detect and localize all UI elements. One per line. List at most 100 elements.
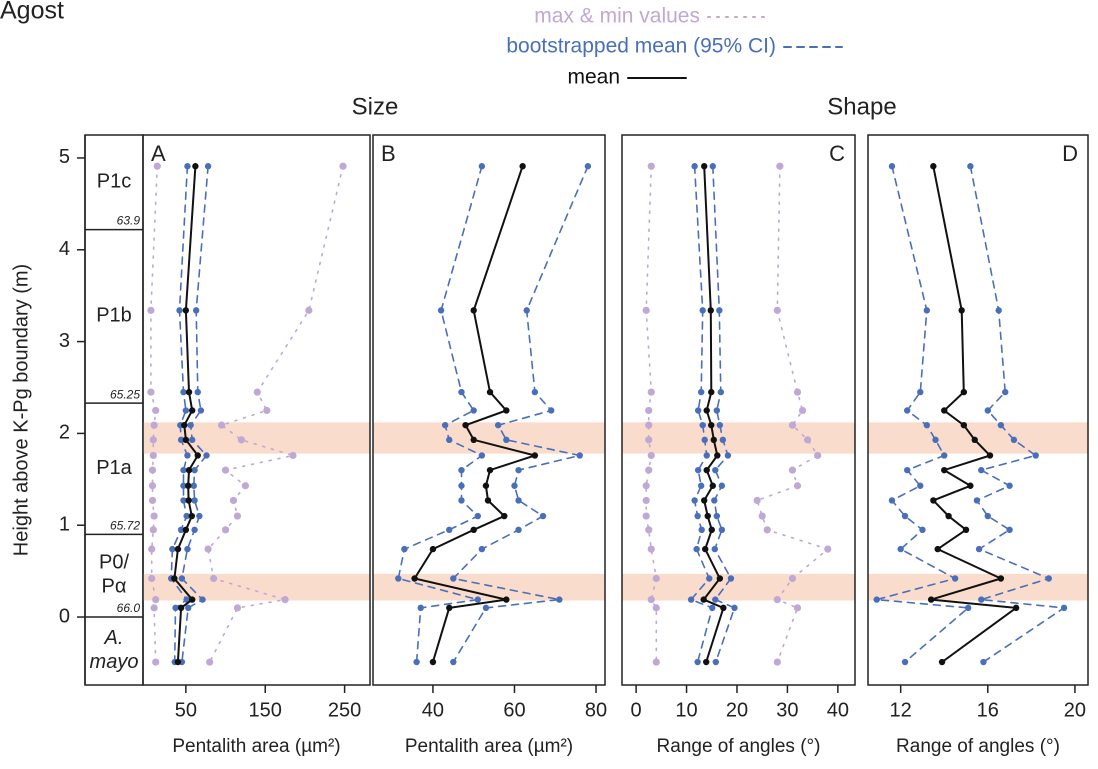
ci-point xyxy=(917,482,924,489)
range-point xyxy=(642,306,650,314)
mean-point xyxy=(486,466,494,474)
mean-point xyxy=(189,596,196,603)
range-point xyxy=(758,512,766,520)
mean-point xyxy=(174,545,182,553)
ci-point xyxy=(727,575,735,582)
x-axis-label: Pentalith area (µm²) xyxy=(172,736,340,757)
mean-point xyxy=(967,482,974,489)
ci-point xyxy=(923,307,931,314)
y-tick-label: 3 xyxy=(59,330,70,352)
mean-point xyxy=(934,545,941,553)
range-point xyxy=(776,162,784,170)
mean-point xyxy=(182,307,190,314)
mean-point xyxy=(708,421,715,429)
x-tick-label: 12 xyxy=(890,699,912,721)
ci-point xyxy=(1010,436,1018,444)
mean-point xyxy=(714,452,721,459)
ci-point xyxy=(917,388,924,396)
highlight-band xyxy=(373,422,605,454)
mean-point xyxy=(482,482,490,489)
range-point xyxy=(645,421,653,429)
mean-point xyxy=(429,658,437,666)
ci-point xyxy=(1002,388,1009,396)
ci-point xyxy=(185,604,192,612)
ci-point xyxy=(919,526,926,534)
ci-point xyxy=(191,497,198,504)
ci-point xyxy=(904,407,911,414)
ci-point xyxy=(904,466,911,474)
legend-label: bootstrapped mean (95% CI) xyxy=(506,35,776,58)
mean-point xyxy=(701,497,708,504)
x-tick-label: 30 xyxy=(776,699,798,721)
ci-point xyxy=(556,596,563,603)
ci-point xyxy=(450,575,457,582)
ci-point xyxy=(719,436,727,444)
range-point xyxy=(150,421,158,429)
range-point xyxy=(253,388,261,396)
range-point xyxy=(647,596,655,604)
ci-point xyxy=(401,545,408,553)
highlight-band xyxy=(622,573,855,601)
mean-point xyxy=(960,388,968,396)
ci-point xyxy=(458,466,465,474)
range-point xyxy=(149,436,157,444)
x-axis-label: Range of angles (°) xyxy=(657,736,821,757)
ci-line xyxy=(181,165,209,663)
mean-point xyxy=(411,575,418,582)
ci-point xyxy=(694,512,701,520)
ci-point xyxy=(194,388,201,396)
ci-point xyxy=(691,497,698,504)
ci-point xyxy=(531,388,539,396)
zone-label: P1b xyxy=(96,305,132,327)
ci-point xyxy=(706,575,713,582)
ci-point xyxy=(446,436,453,444)
range-point xyxy=(642,482,650,490)
mean-point xyxy=(971,436,978,444)
range-point xyxy=(233,604,242,612)
ci-point xyxy=(718,482,726,489)
x-axis-label: Range of angles (°) xyxy=(896,736,1060,757)
mean-point xyxy=(185,497,192,504)
ci-point xyxy=(984,512,992,520)
ci-point xyxy=(699,421,706,429)
highlight-band xyxy=(868,573,1088,601)
mean-point xyxy=(703,466,710,474)
range-point xyxy=(647,388,655,396)
ci-point xyxy=(978,596,985,603)
mean-point xyxy=(503,596,510,603)
x-tick-label: 40 xyxy=(422,699,444,721)
range-point xyxy=(793,604,802,612)
ci-point xyxy=(888,497,896,504)
panel-label: A xyxy=(151,141,166,166)
range-point xyxy=(645,406,653,415)
ci-point xyxy=(172,604,179,612)
range-point xyxy=(793,482,802,490)
mean-point xyxy=(446,604,453,612)
ci-point xyxy=(1060,604,1068,612)
range-point xyxy=(210,574,218,583)
ci-point xyxy=(395,575,402,582)
ci-point xyxy=(712,658,720,666)
range-point xyxy=(152,406,160,415)
zone-boundary-label: 65.25 xyxy=(110,387,140,401)
ci-point xyxy=(180,466,187,474)
ci-point xyxy=(474,512,481,520)
range-point xyxy=(645,526,653,534)
ci-point xyxy=(511,482,518,489)
range-point xyxy=(305,306,313,314)
x-tick-label: 150 xyxy=(249,699,282,721)
mean-point xyxy=(189,407,196,414)
range-point xyxy=(339,162,347,170)
ci-point xyxy=(474,596,481,603)
range-point xyxy=(153,162,161,170)
ci-point xyxy=(717,388,725,396)
ci-point xyxy=(187,421,194,429)
mean-point xyxy=(700,596,707,603)
mean-point xyxy=(710,436,717,444)
ci-point xyxy=(478,545,486,553)
ci-point xyxy=(967,163,974,170)
mean-point xyxy=(470,307,477,314)
ci-point xyxy=(694,466,702,474)
zone-boundary-label: 65.72 xyxy=(110,519,140,533)
ci-line xyxy=(689,165,714,663)
